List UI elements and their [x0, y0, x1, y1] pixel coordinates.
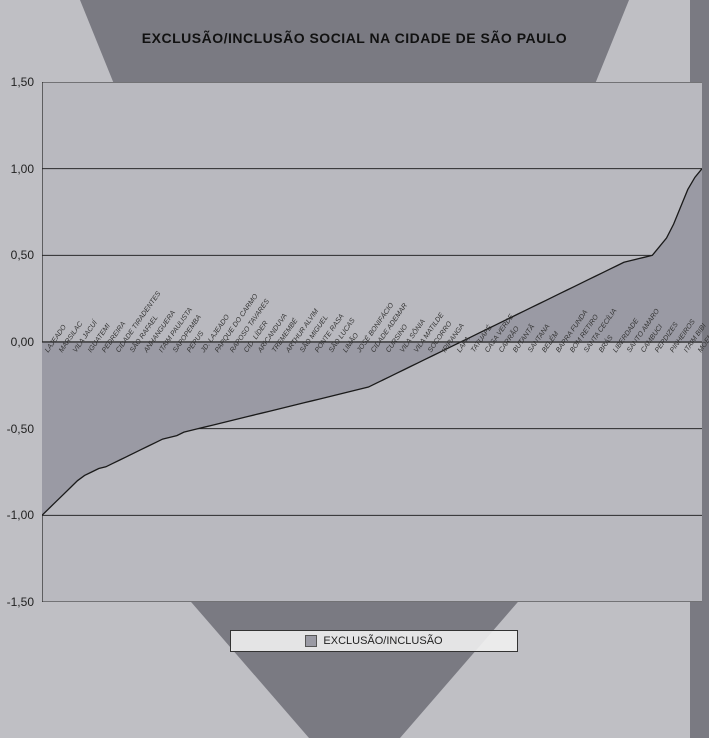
- ytick-label: 0,50: [11, 248, 34, 262]
- ytick-label: -1,50: [7, 595, 34, 609]
- ytick-label: 1,50: [11, 75, 34, 89]
- ytick-label: 0,00: [11, 335, 34, 349]
- ytick-label: -1,00: [7, 508, 34, 522]
- plot-area: -1,50-1,00-0,500,000,501,001,50LAJEADOMA…: [42, 82, 702, 602]
- legend: EXCLUSÃO/INCLUSÃO: [230, 630, 518, 652]
- legend-swatch: [305, 635, 317, 647]
- legend-label: EXCLUSÃO/INCLUSÃO: [323, 635, 442, 647]
- ytick-label: 1,00: [11, 162, 34, 176]
- ytick-label: -0,50: [7, 422, 34, 436]
- chart-title: EXCLUSÃO/INCLUSÃO SOCIAL NA CIDADE DE SÃ…: [0, 30, 709, 46]
- page-root: EXCLUSÃO/INCLUSÃO SOCIAL NA CIDADE DE SÃ…: [0, 0, 709, 738]
